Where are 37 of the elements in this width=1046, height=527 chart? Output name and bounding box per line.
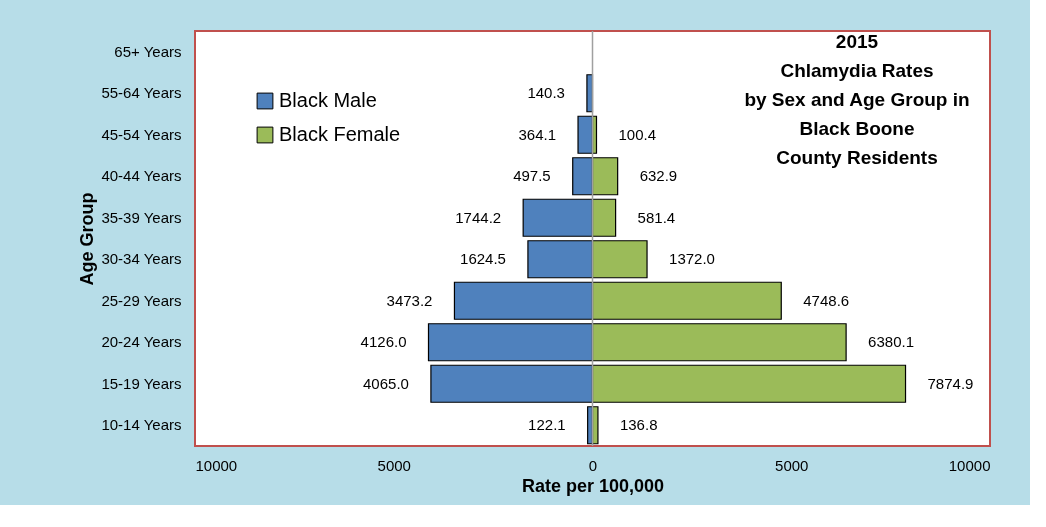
data-label: 140.3 bbox=[527, 84, 565, 102]
data-label: 136.8 bbox=[619, 416, 658, 434]
data-label: 364.1 bbox=[518, 125, 557, 143]
y-tick-label: 35-39 Years bbox=[101, 208, 182, 226]
x-tick-label: 0 bbox=[588, 456, 598, 474]
x-axis-title: Rate per 100,000 bbox=[521, 475, 665, 496]
y-tick-label: 15-19 Years bbox=[101, 374, 182, 392]
data-label: 4748.6 bbox=[803, 291, 850, 309]
x-tick-label: 5000 bbox=[775, 456, 809, 474]
y-tick-label: 65+ Years bbox=[114, 42, 182, 60]
legend-label: Black Male bbox=[279, 89, 377, 111]
x-tick-label: 5000 bbox=[377, 456, 411, 474]
y-tick-label: 25-29 Years bbox=[101, 291, 182, 309]
y-tick-label: 40-44 Years bbox=[101, 167, 182, 185]
data-label: 1744.2 bbox=[455, 208, 502, 226]
data-label: 4065.0 bbox=[363, 374, 409, 392]
data-label: 4126.0 bbox=[360, 333, 407, 351]
text: 2015 Chlamydia Rates by Sex and Age Group in Black Boone County Residents bbox=[744, 31, 970, 168]
y-tick-label: 55-64 Years bbox=[101, 84, 182, 102]
y-axis-title: Age Group bbox=[77, 192, 98, 286]
data-label: 100.4 bbox=[618, 125, 657, 143]
y-tick-label: 20-24 Years bbox=[101, 333, 182, 351]
y-tick-label: 30-34 Years bbox=[101, 250, 182, 268]
data-label: 3473.2 bbox=[386, 291, 433, 309]
data-label: 122.1 bbox=[528, 416, 566, 434]
data-label: 581.4 bbox=[637, 208, 676, 226]
y-tick-label: 10-14 Years bbox=[101, 416, 182, 434]
data-label: 497.5 bbox=[513, 167, 551, 185]
legend-label: Black Female bbox=[279, 123, 401, 145]
x-tick-label: 10000 bbox=[195, 456, 238, 474]
data-label: 1624.5 bbox=[460, 250, 506, 268]
y-tick-label: 45-54 Years bbox=[101, 125, 182, 143]
data-label: 7874.9 bbox=[927, 374, 974, 392]
data-label: 632.9 bbox=[639, 167, 678, 185]
data-label: 1372.0 bbox=[669, 250, 715, 268]
x-tick-label: 10000 bbox=[948, 456, 991, 474]
data-label: 6380.1 bbox=[868, 333, 914, 351]
